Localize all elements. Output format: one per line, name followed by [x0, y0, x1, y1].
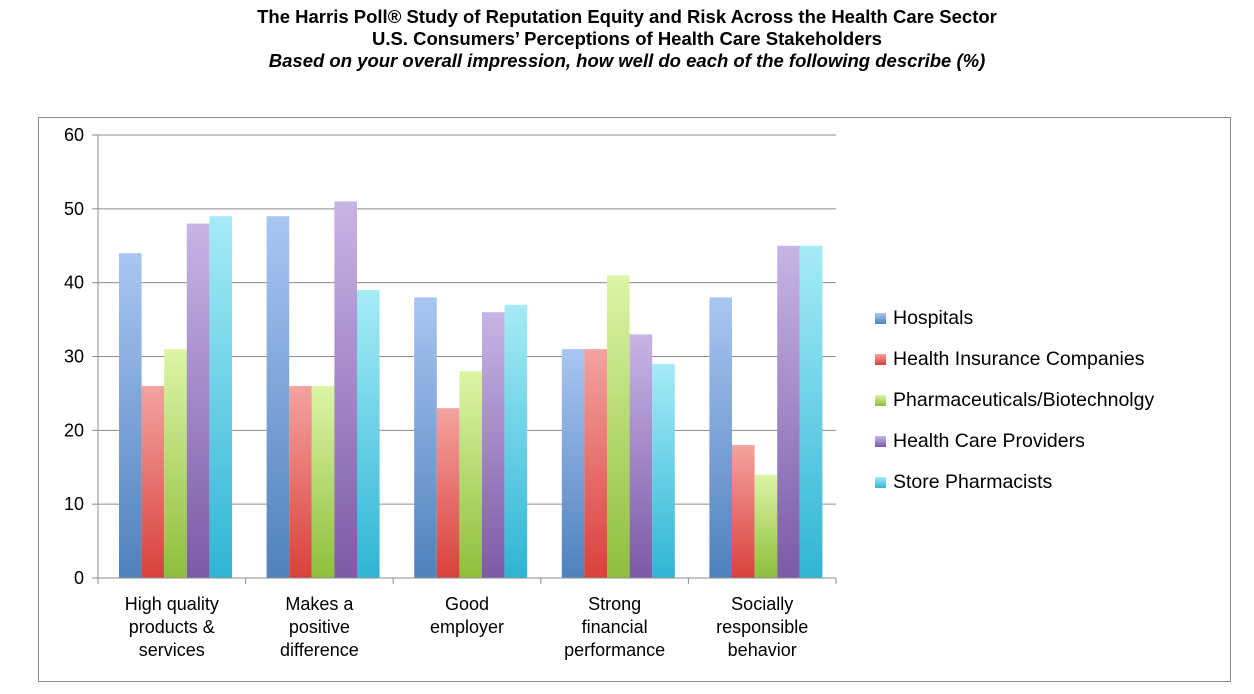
chart-frame: [38, 117, 1231, 682]
bar-health-care-providers-1: [334, 201, 357, 578]
y-tick-label: 60: [64, 125, 84, 145]
legend-item: Health Insurance Companies: [875, 339, 1154, 380]
bar-hospitals-3: [561, 349, 585, 578]
legend-label: Store Pharmacists: [893, 471, 1053, 493]
bar-store-pharmacists-3: [652, 363, 675, 578]
y-tick-label: 0: [74, 568, 84, 588]
x-category-label: Makes a positive difference: [280, 594, 359, 660]
bar-health-care-providers-3: [629, 334, 653, 578]
y-tick-label: 50: [64, 199, 84, 219]
bar-health-insurance-companies-0: [141, 386, 165, 578]
y-tick-label: 40: [64, 273, 84, 293]
legend-label: Health Care Providers: [893, 430, 1085, 452]
bar-health-care-providers-0: [186, 223, 210, 578]
x-category-label: Socially responsible behavior: [716, 594, 808, 660]
bar-pharmaceuticals-biotechnolgy-4: [754, 474, 778, 578]
bar-store-pharmacists-0: [209, 216, 232, 578]
legend-item: Health Care Providers: [875, 421, 1154, 462]
bar-hospitals-2: [414, 297, 437, 578]
bar-pharmaceuticals-biotechnolgy-1: [311, 386, 335, 578]
bar-health-insurance-companies-3: [584, 349, 607, 578]
y-tick-label: 20: [64, 420, 84, 440]
chart-question: Based on your overall impression, how we…: [268, 50, 986, 71]
bar-hospitals-4: [709, 297, 732, 578]
bar-health-insurance-companies-1: [289, 386, 312, 578]
legend-item: Pharmaceuticals/Biotechnolgy: [875, 380, 1154, 421]
bar-health-insurance-companies-2: [436, 408, 460, 578]
bar-store-pharmacists-2: [504, 304, 528, 578]
legend-label: Health Insurance Companies: [893, 348, 1145, 370]
legend-item: Hospitals: [875, 298, 1154, 339]
legend-swatch: [875, 395, 886, 406]
bar-store-pharmacists-1: [357, 290, 380, 578]
bar-store-pharmacists-4: [799, 245, 823, 578]
bar-health-insurance-companies-4: [732, 445, 755, 578]
bar-pharmaceuticals-biotechnolgy-2: [459, 371, 482, 578]
x-category-label: Good employer: [430, 594, 504, 637]
chart-legend: Hospitals Health Insurance Companies Pharm…: [875, 298, 1154, 503]
bar-health-care-providers-4: [777, 245, 800, 578]
legend-label: Pharmaceuticals/Biotechnolgy: [893, 389, 1155, 411]
legend-item: Store Pharmacists: [875, 462, 1154, 503]
legend-swatch: [875, 354, 886, 365]
legend-swatch: [875, 436, 886, 447]
x-category-label: High quality products & services: [125, 594, 219, 660]
y-tick-label: 30: [64, 347, 84, 367]
y-tick-label: 10: [64, 494, 84, 514]
chart-title-block: The Harris Poll® Study of Reputation Equ…: [0, 6, 1254, 72]
x-category-label: Strong financial performance: [564, 594, 665, 660]
legend-swatch: [875, 477, 886, 488]
bar-pharmaceuticals-biotechnolgy-3: [607, 275, 630, 578]
bar-pharmaceuticals-biotechnolgy-0: [164, 349, 187, 578]
legend-swatch: [875, 313, 886, 324]
bar-hospitals-0: [119, 253, 142, 578]
chart-subtitle: U.S. Consumers’ Perceptions of Health Ca…: [372, 28, 882, 49]
chart-title: The Harris Poll® Study of Reputation Equ…: [257, 6, 997, 27]
bar-hospitals-1: [266, 216, 290, 578]
bar-health-care-providers-2: [482, 312, 505, 578]
legend-label: Hospitals: [893, 307, 974, 329]
